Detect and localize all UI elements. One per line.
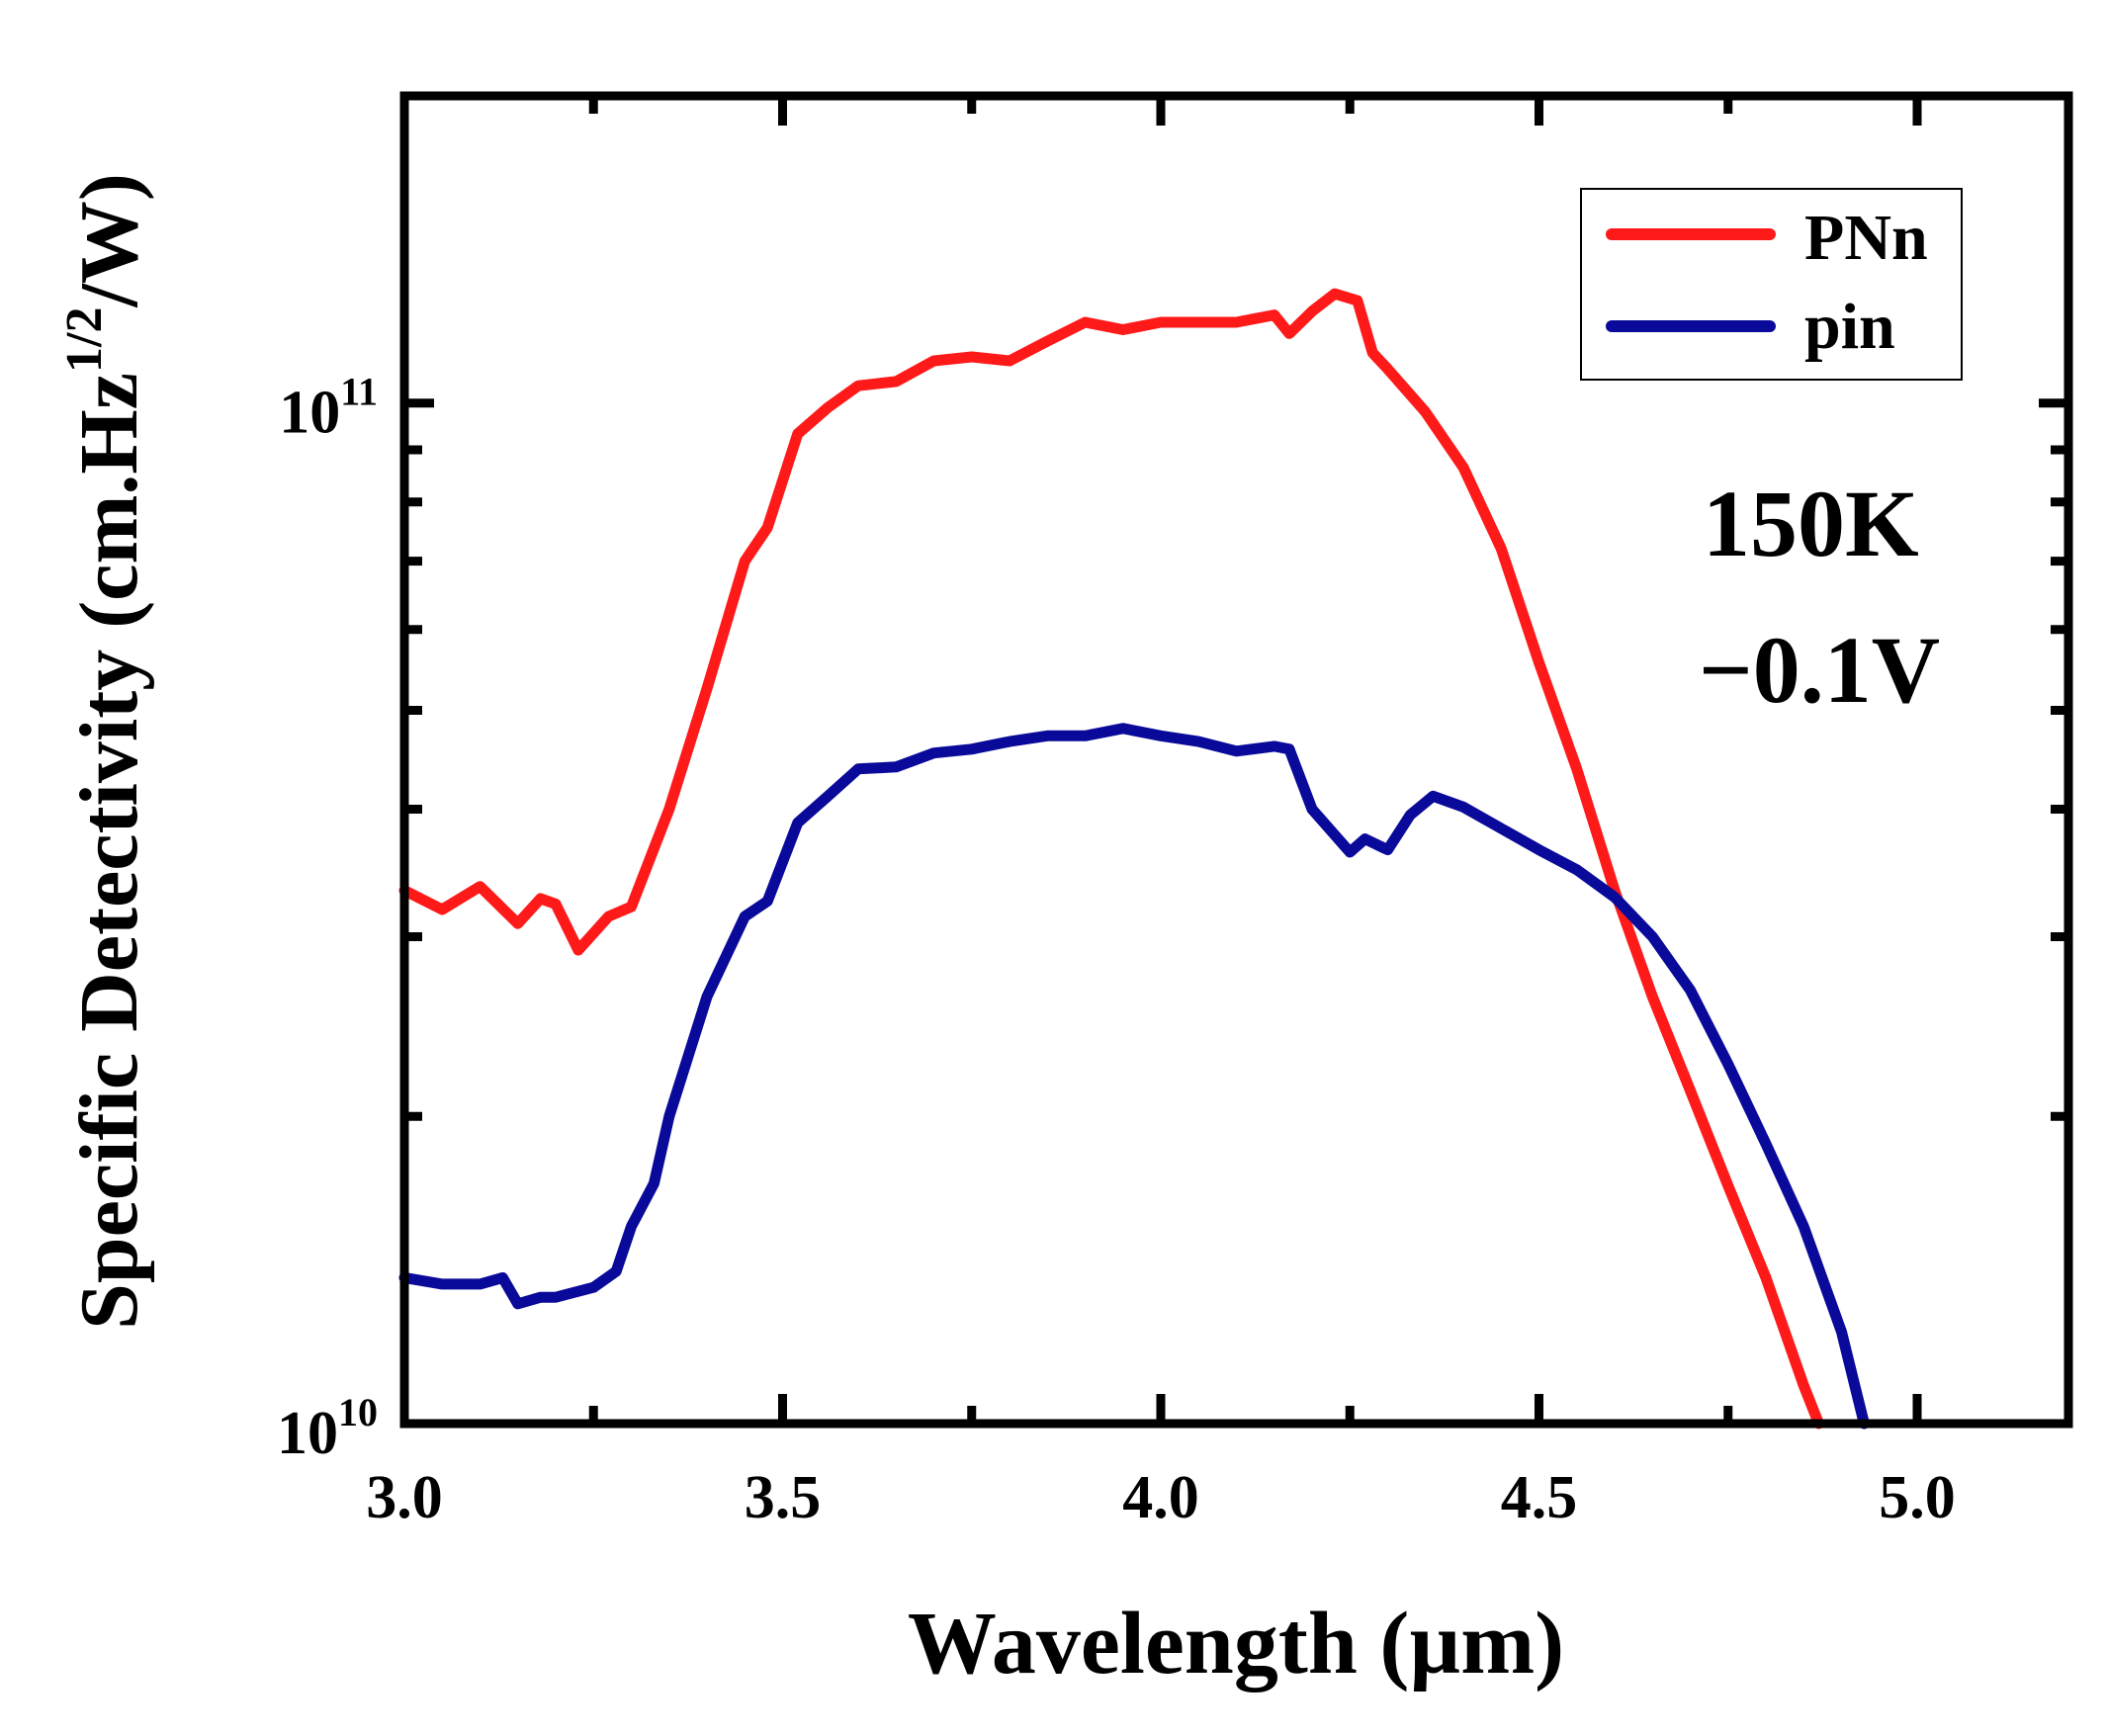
data-series xyxy=(398,288,1870,1430)
x-tick-label: 4.0 xyxy=(1122,1464,1199,1531)
y-tick-label: 1011 xyxy=(279,370,378,447)
x-tick-label: 3.5 xyxy=(745,1464,822,1531)
legend-box xyxy=(1580,188,1963,381)
plot-frame xyxy=(399,91,2073,1429)
x-tick-label: 4.5 xyxy=(1501,1464,1578,1531)
series-line-pin xyxy=(398,723,1870,1430)
y-tick-labels: 1010 1011 xyxy=(277,370,378,1467)
legend-label-pnn: PNn xyxy=(1804,202,1928,274)
annotation-bias: −0.1V xyxy=(1699,617,1940,723)
y-axis-title: Specific Detectivity (cm.Hz1/2/W) xyxy=(56,173,155,1330)
x-tick-label: 5.0 xyxy=(1879,1464,1956,1531)
x-tick-labels: 3.0 3.5 4.0 4.5 5.0 xyxy=(366,1464,1956,1531)
series-line-pnn xyxy=(398,288,1824,1430)
legend: PNn pin xyxy=(1580,188,1963,381)
annotation-temperature: 150K xyxy=(1703,471,1919,576)
x-tick-label: 3.0 xyxy=(366,1464,443,1531)
x-axis-title: Wavelength (µm) xyxy=(908,1595,1564,1693)
legend-label-pin: pin xyxy=(1804,291,1895,363)
y-tick-label: 1010 xyxy=(277,1390,378,1467)
